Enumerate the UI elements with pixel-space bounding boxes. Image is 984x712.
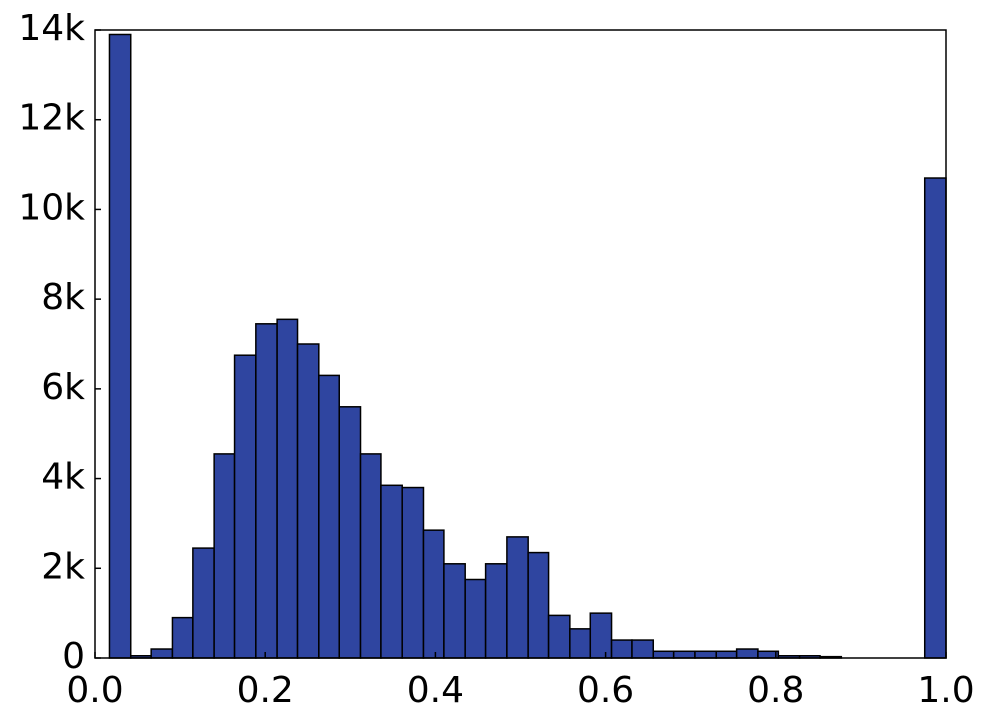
y-tick-label: 4k: [41, 457, 85, 498]
x-tick-label: 1.0: [917, 670, 974, 711]
bar: [464, 578, 487, 659]
x-tick-label: 0.6: [577, 670, 634, 711]
bar: [569, 628, 592, 659]
bar: [380, 484, 403, 659]
bar: [484, 563, 508, 659]
bar: [422, 529, 445, 659]
y-tick-label: 0: [62, 636, 85, 677]
bar: [192, 547, 215, 659]
bar: [610, 639, 633, 659]
bar: [318, 374, 340, 659]
bar: [735, 648, 759, 659]
y-tick-label: 8k: [41, 277, 85, 318]
bar: [589, 612, 613, 659]
bar: [276, 318, 299, 659]
x-tick-label: 0.0: [66, 670, 123, 711]
bar: [296, 343, 320, 659]
y-tick-label: 12k: [18, 98, 85, 139]
bar: [923, 177, 947, 659]
y-tick-label: 6k: [41, 367, 85, 408]
plot-frame: [94, 29, 947, 659]
y-tick-label: 14k: [18, 8, 85, 49]
bar: [547, 614, 571, 659]
bar: [401, 486, 425, 659]
bar: [233, 354, 257, 659]
bar: [443, 563, 466, 659]
x-tick-label: 0.2: [237, 670, 294, 711]
bar: [338, 406, 362, 659]
bar: [255, 323, 278, 659]
bar: [631, 639, 655, 659]
x-tick-label: 0.4: [407, 670, 464, 711]
bar: [715, 650, 738, 659]
y-tick-label: 2k: [41, 546, 85, 587]
bar: [359, 453, 382, 659]
bar: [694, 650, 717, 659]
bar: [108, 33, 132, 659]
x-tick-label: 0.8: [747, 670, 804, 711]
bar: [527, 551, 550, 659]
bar: [213, 453, 236, 659]
bar: [150, 648, 174, 659]
bar: [652, 650, 675, 659]
bar: [672, 650, 696, 659]
bar: [171, 616, 194, 659]
y-tick-label: 10k: [18, 187, 85, 228]
bar: [506, 536, 529, 659]
